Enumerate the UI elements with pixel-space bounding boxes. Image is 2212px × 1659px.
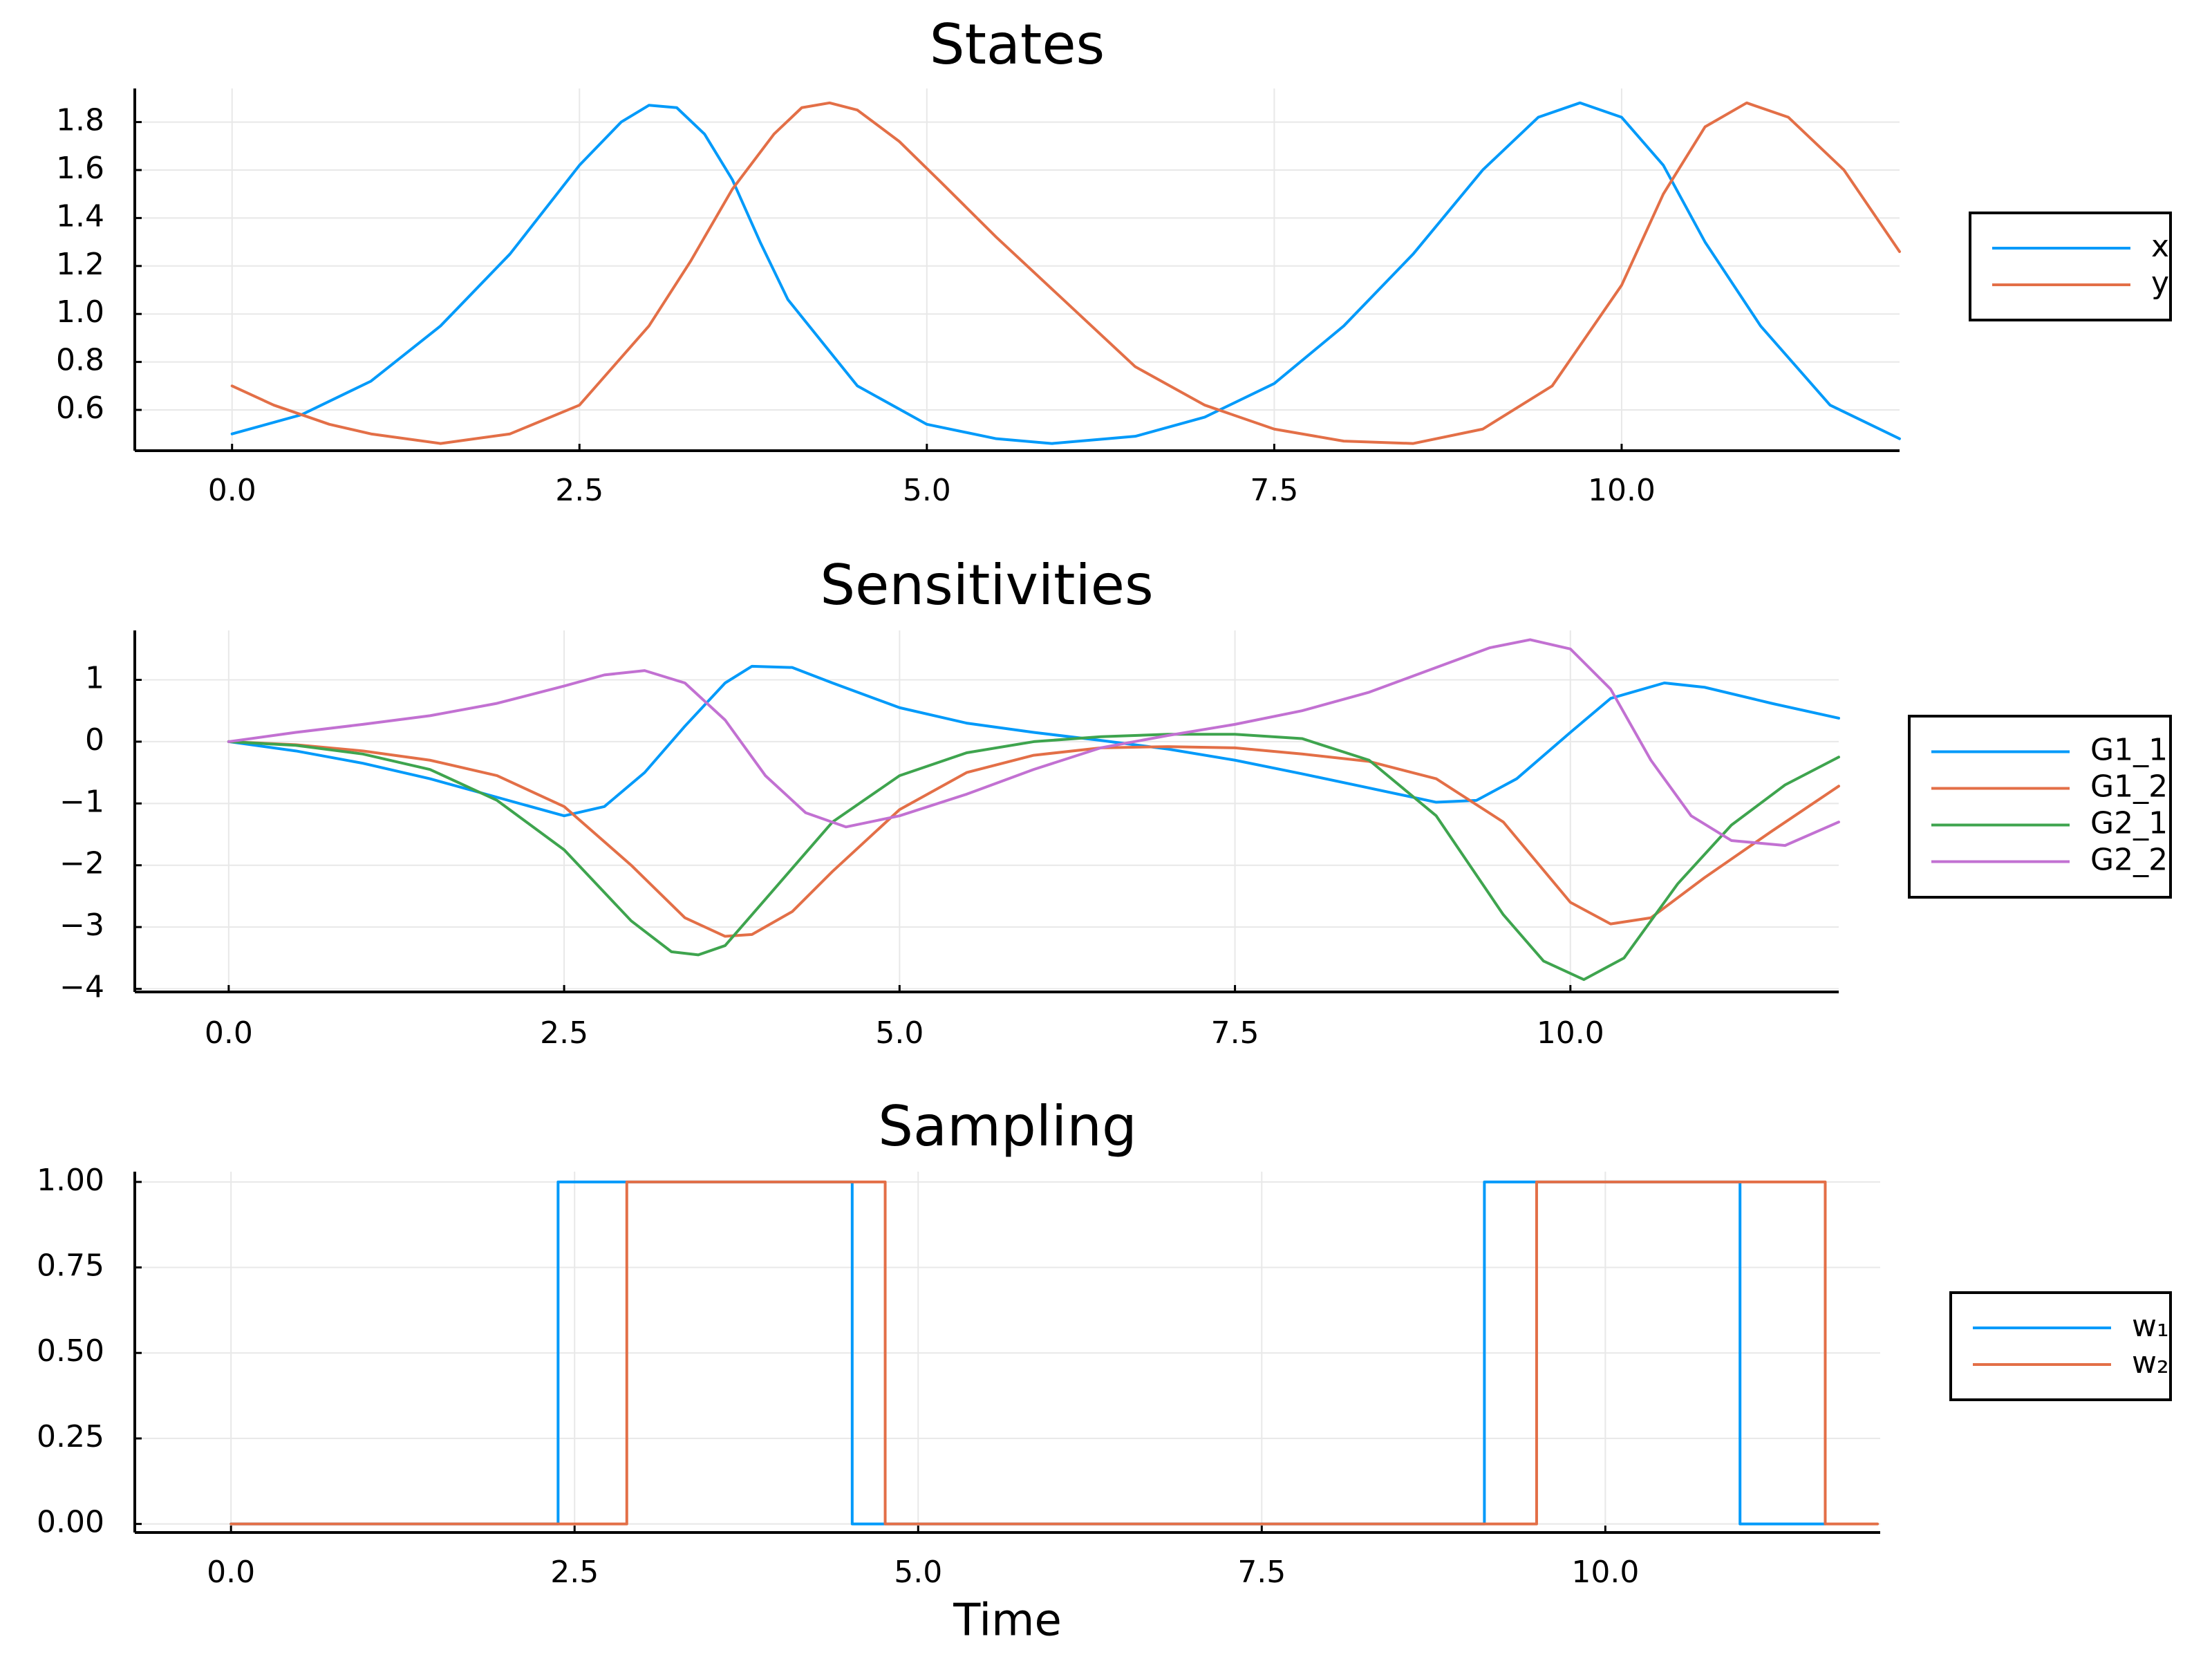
x-tick-label: 7.5 <box>1211 1015 1259 1051</box>
states-panel: States 0.0 2.5 5.0 7.5 10.0 0.6 0.8 1.0 1.2 1.4 1.6… <box>56 12 2172 508</box>
y-tick-label: 0.25 <box>37 1419 104 1454</box>
legend-label: w₂ <box>2132 1345 2169 1380</box>
grid <box>135 630 1839 992</box>
x-tick-label: 10.0 <box>1588 473 1656 508</box>
x-tick-label: 0.0 <box>208 473 256 508</box>
chart-title: States <box>930 12 1105 77</box>
y-tick-label: −4 <box>59 970 104 1005</box>
x-tick-label: 0.0 <box>205 1015 253 1051</box>
y-tick-label: 1.4 <box>56 198 104 234</box>
x-tick-label: 7.5 <box>1237 1555 1286 1590</box>
legend-label: y <box>2151 265 2169 301</box>
x-tick-label: 10.0 <box>1537 1015 1604 1051</box>
legend-box <box>1908 715 2172 899</box>
legend-label: G2_1 <box>2090 806 2168 841</box>
series-line-y <box>230 101 1901 445</box>
legend-label: G2_2 <box>2090 843 2168 878</box>
legend-label: w₁ <box>2132 1309 2169 1344</box>
series-line-G1_1 <box>227 664 1840 818</box>
y-tick-label: 1.00 <box>37 1163 104 1198</box>
grid <box>135 1172 1880 1533</box>
y-tick-label: 0.75 <box>37 1248 104 1284</box>
legend: xy <box>1969 212 2172 321</box>
y-tick-label: 0.00 <box>37 1505 104 1540</box>
x-tick-label: 7.5 <box>1250 473 1298 508</box>
legend-label: G1_2 <box>2090 769 2168 805</box>
y-tick-label: 1.0 <box>56 294 104 330</box>
series-line-x <box>230 101 1901 445</box>
series-line-G2_2 <box>227 638 1840 847</box>
y-tick-label: −1 <box>59 784 104 819</box>
x-tick-label: 0.0 <box>207 1555 255 1590</box>
y-tick-label: 0.50 <box>37 1333 104 1369</box>
y-tick-label: −2 <box>59 846 104 881</box>
x-tick-label: 2.5 <box>550 1555 599 1590</box>
y-tick-label: 1.8 <box>56 103 104 138</box>
legend-box <box>1969 212 2172 321</box>
x-tick-label: 2.5 <box>540 1015 588 1051</box>
x-tick-label: 10.0 <box>1571 1555 1639 1590</box>
legend-label: G1_1 <box>2090 733 2168 768</box>
sampling-panel: Sampling 0.0 2.5 5.0 7.5 10.0 0.00 0.25 0.50 0.75… <box>37 1094 2172 1647</box>
sensitivities-panel: Sensitivities 0.0 2.5 5.0 7.5 10.0 −4 −3 −2 −1 0 1 G… <box>59 553 2172 1051</box>
grid <box>135 88 1900 451</box>
legend-label: x <box>2151 229 2169 264</box>
y-tick-label: 1.6 <box>56 151 104 186</box>
y-tick-label: 1.2 <box>56 247 104 282</box>
y-tick-label: 0.8 <box>56 343 104 378</box>
y-tick-label: 0.6 <box>56 391 104 426</box>
series-line-G2_1 <box>227 733 1840 982</box>
x-tick-label: 5.0 <box>875 1015 924 1051</box>
chart-title: Sensitivities <box>820 553 1153 617</box>
y-tick-label: 1 <box>85 661 104 696</box>
legend: G1_1G1_2G2_1G2_2 <box>1908 715 2172 899</box>
y-tick-label: −3 <box>59 908 104 943</box>
legend-box <box>1949 1291 2172 1401</box>
x-tick-label: 5.0 <box>894 1555 942 1590</box>
y-tick-label: 0 <box>85 722 104 758</box>
series-line-G1_2 <box>227 740 1840 938</box>
x-axis-label: Time <box>953 1595 1062 1647</box>
chart-title: Sampling <box>878 1094 1136 1159</box>
x-tick-label: 2.5 <box>555 473 603 508</box>
x-tick-label: 5.0 <box>903 473 951 508</box>
series-line-w₂ <box>229 1180 1880 1526</box>
